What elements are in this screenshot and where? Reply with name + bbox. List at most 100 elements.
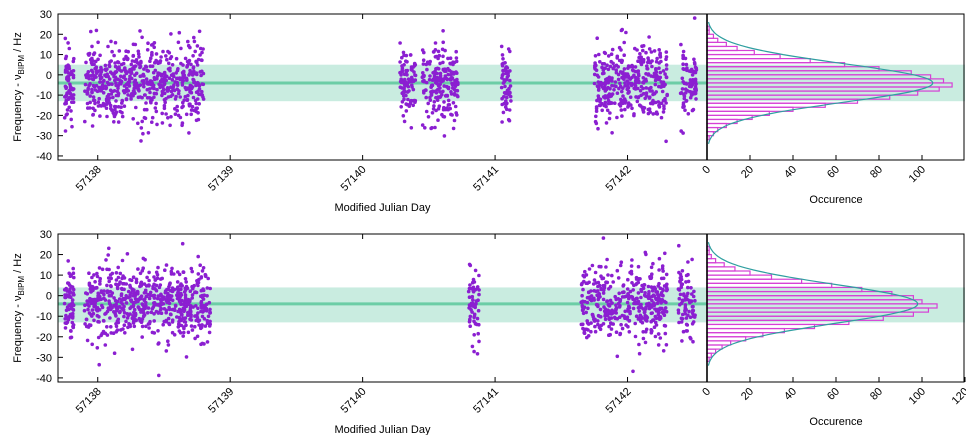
- data-point: [693, 298, 697, 303]
- data-point: [143, 297, 147, 301]
- data-point: [197, 323, 201, 327]
- data-point: [196, 272, 201, 276]
- data-point: [164, 74, 169, 79]
- data-point: [200, 93, 205, 97]
- data-point: [580, 300, 584, 305]
- data-point: [602, 283, 607, 288]
- data-point: [138, 65, 142, 70]
- data-point: [640, 320, 645, 325]
- data-point: [621, 86, 625, 90]
- data-point: [645, 302, 650, 307]
- data-point: [69, 94, 74, 99]
- data-point: [653, 82, 658, 87]
- data-point: [93, 280, 97, 284]
- data-point: [423, 126, 427, 130]
- data-point: [654, 90, 658, 94]
- data-point: [94, 75, 98, 79]
- data-point: [119, 62, 124, 67]
- data-point: [107, 77, 112, 81]
- data-point: [614, 307, 618, 311]
- data-point: [176, 309, 180, 314]
- data-point: [446, 98, 451, 103]
- data-point: [98, 103, 102, 108]
- data-point: [82, 308, 87, 313]
- data-point: [404, 53, 409, 58]
- data-point: [99, 333, 103, 338]
- data-point: [433, 41, 438, 45]
- data-point: [614, 70, 619, 75]
- data-point: [175, 104, 179, 109]
- data-point: [424, 95, 429, 100]
- data-point: [124, 71, 129, 76]
- data-point: [405, 83, 410, 87]
- data-point: [64, 94, 68, 99]
- data-point: [147, 96, 152, 100]
- data-point: [594, 114, 598, 119]
- data-point: [122, 67, 127, 72]
- data-point: [190, 293, 195, 297]
- hist-x-tick-label: 60: [825, 164, 842, 181]
- data-point: [181, 334, 185, 338]
- hist-x-tick-label: 120: [950, 386, 966, 407]
- data-point: [428, 95, 432, 100]
- data-point: [641, 86, 645, 91]
- data-point: [109, 106, 113, 111]
- data-point: [122, 57, 126, 61]
- data-point: [622, 77, 626, 81]
- data-point: [663, 82, 667, 87]
- data-point: [508, 78, 512, 83]
- data-point: [164, 112, 168, 116]
- data-point: [169, 85, 173, 89]
- data-point: [178, 77, 182, 82]
- data-point: [468, 317, 472, 322]
- x-tick-label: 57140: [339, 386, 369, 416]
- data-point: [170, 286, 175, 290]
- data-point: [102, 319, 106, 323]
- data-point: [676, 287, 681, 291]
- data-point: [122, 311, 127, 315]
- data-point: [658, 306, 662, 311]
- data-point: [648, 110, 652, 114]
- data-point: [664, 285, 669, 290]
- data-point: [433, 69, 437, 74]
- data-point: [442, 134, 447, 138]
- data-point: [402, 119, 407, 124]
- data-point: [175, 80, 180, 85]
- data-point: [83, 303, 87, 308]
- data-point: [600, 85, 605, 89]
- data-point: [636, 280, 641, 285]
- data-point: [93, 101, 97, 106]
- data-point: [136, 95, 141, 100]
- data-point: [398, 60, 402, 64]
- data-point: [654, 70, 659, 75]
- data-point: [582, 305, 587, 310]
- data-point: [87, 323, 92, 327]
- data-point: [424, 62, 429, 67]
- data-point: [169, 32, 173, 36]
- data-point: [684, 280, 688, 284]
- data-point: [116, 318, 120, 323]
- data-point: [449, 92, 454, 96]
- data-point: [162, 106, 167, 111]
- data-point: [441, 89, 445, 94]
- data-point: [584, 310, 588, 315]
- data-point: [596, 284, 600, 289]
- data-point: [86, 106, 90, 110]
- data-point: [95, 306, 100, 310]
- data-point: [607, 92, 612, 96]
- hist-x-tick-label: 100: [907, 164, 928, 185]
- data-point: [662, 106, 666, 111]
- data-point: [193, 290, 197, 295]
- data-point: [632, 113, 636, 118]
- x-tick-label: 57139: [206, 164, 236, 194]
- data-point: [95, 271, 99, 276]
- data-point: [409, 65, 414, 69]
- y-tick-label: 30: [40, 9, 52, 21]
- data-point: [620, 326, 625, 331]
- data-point: [113, 70, 118, 74]
- data-point: [107, 82, 112, 86]
- data-point: [626, 66, 630, 70]
- data-point: [170, 93, 175, 97]
- data-point: [92, 98, 97, 103]
